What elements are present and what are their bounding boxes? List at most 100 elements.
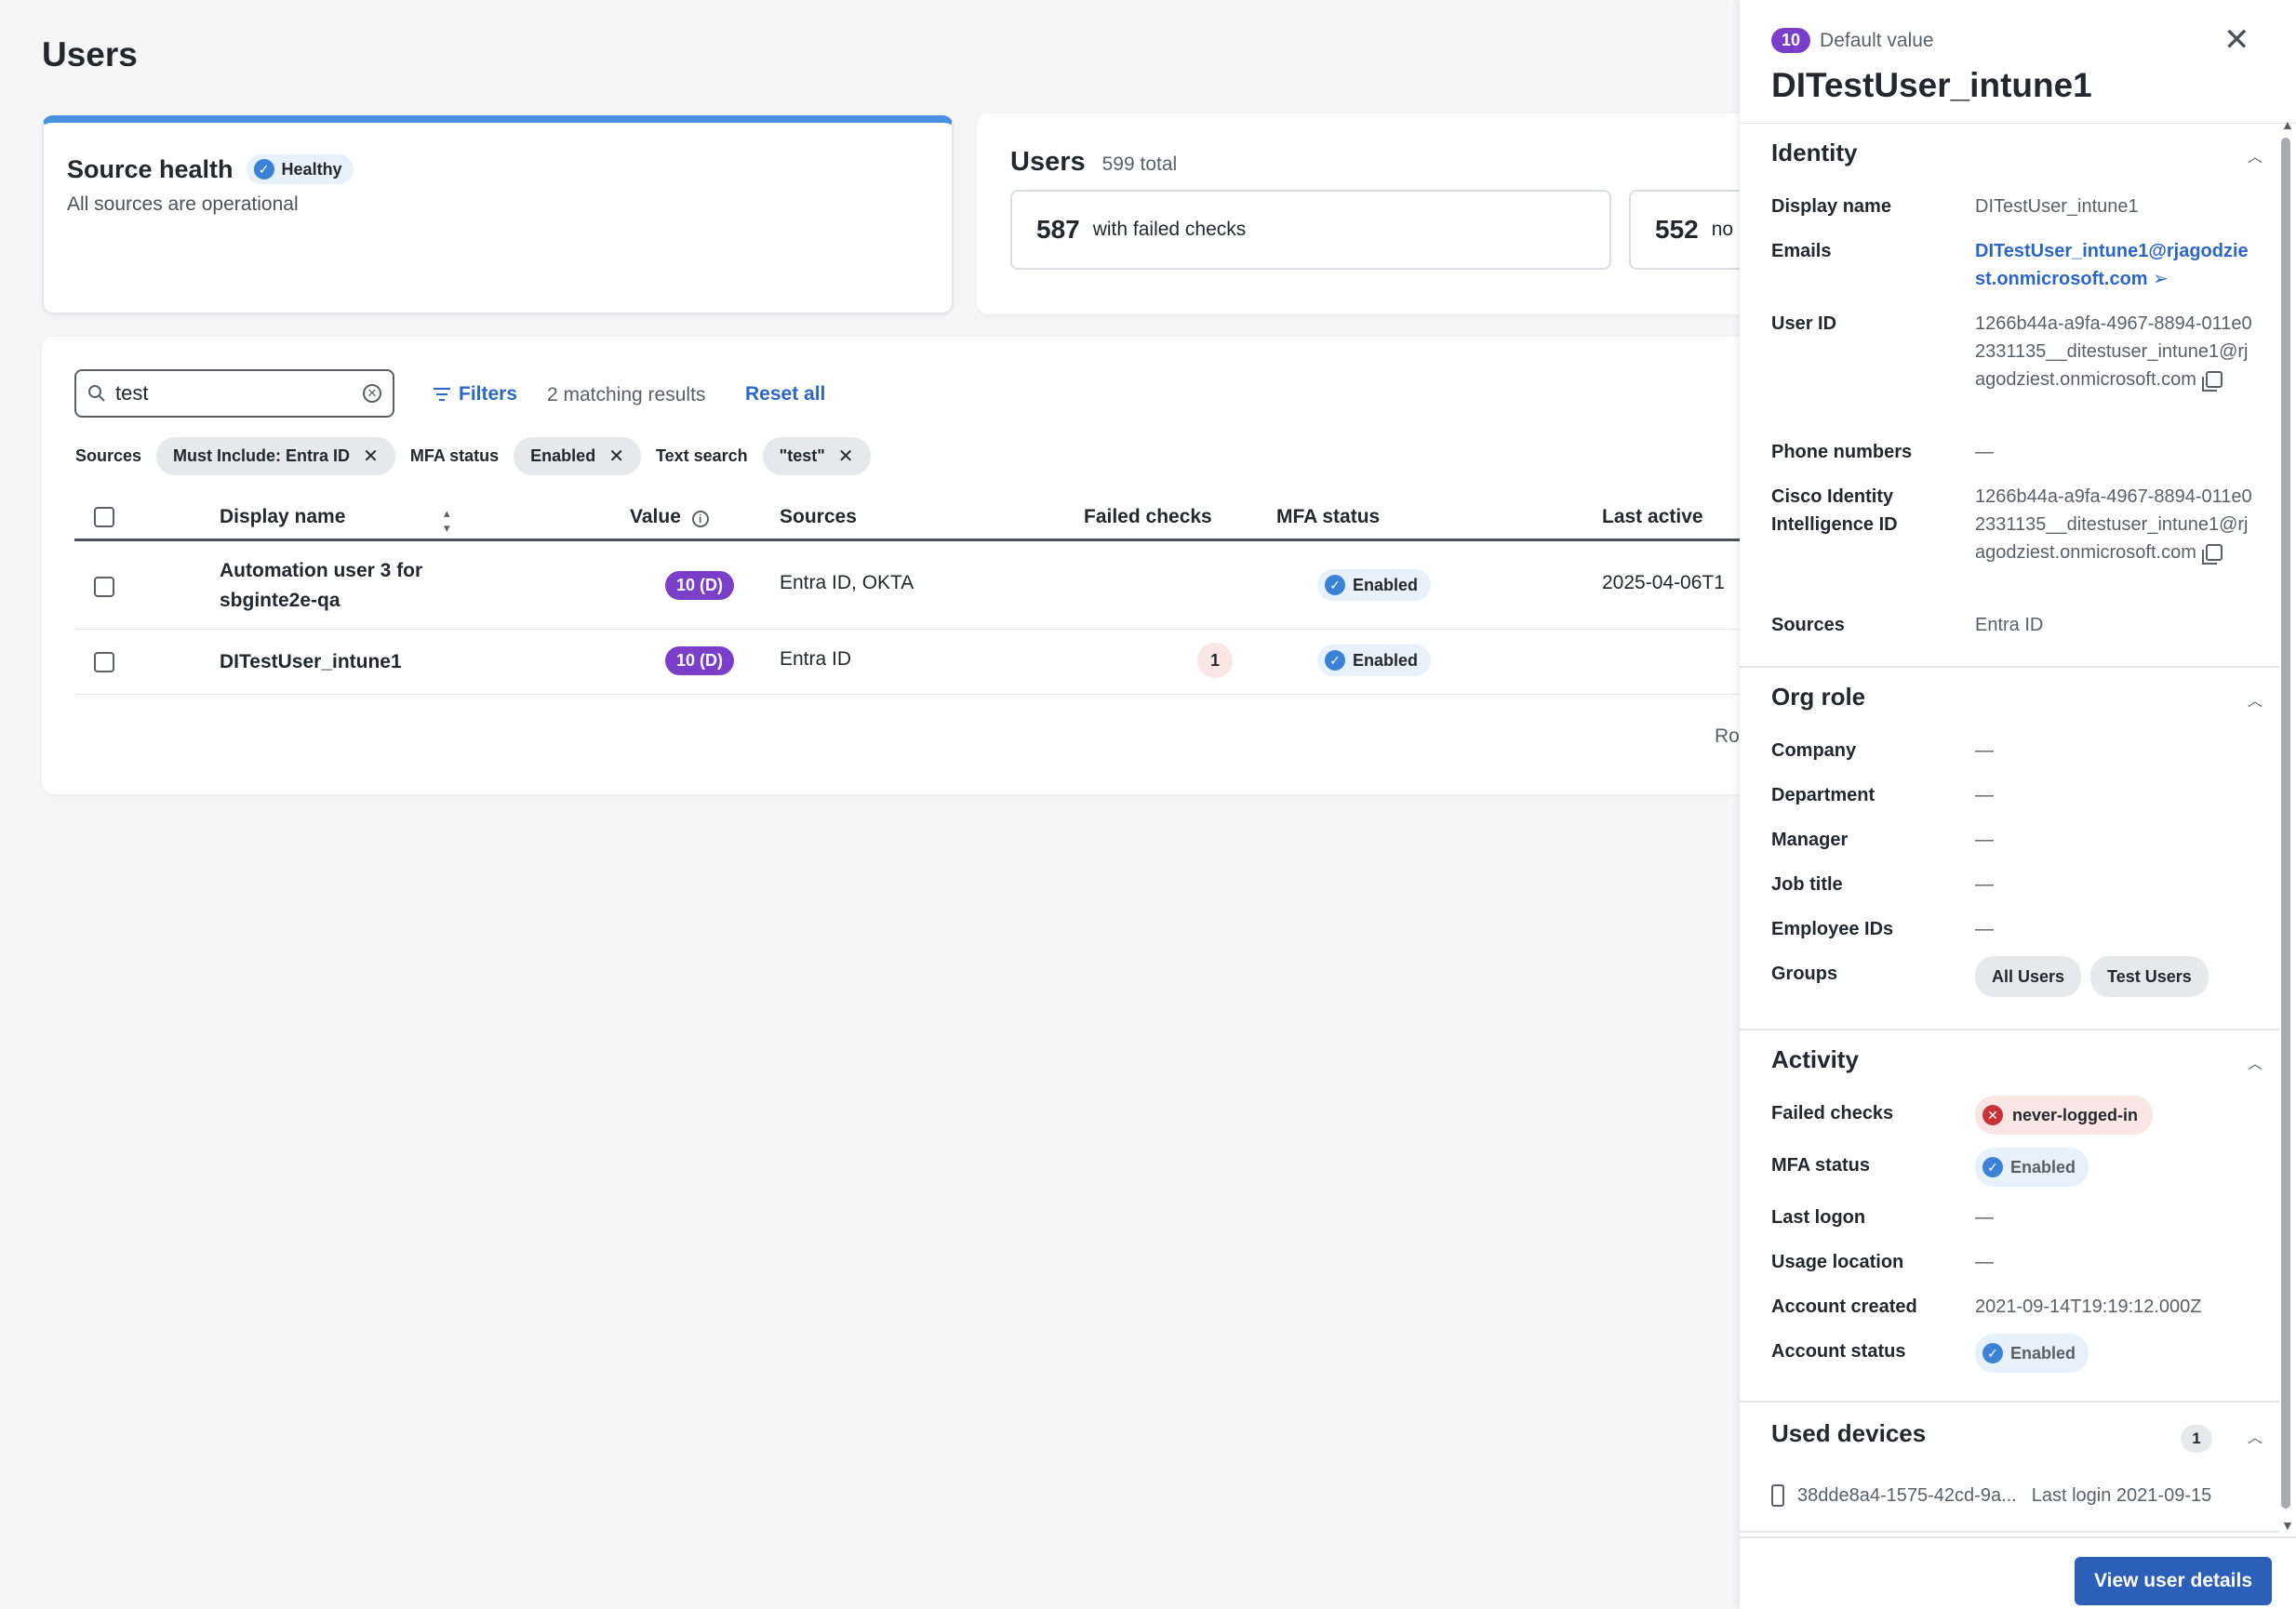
user-details-drawer: 10 Default value DITestUser_intune1 ✕ Id… <box>1740 0 2296 1609</box>
filter-chip-sources[interactable]: Must Include: Entra ID ✕ <box>156 437 395 475</box>
source-health-title: Source health <box>67 154 234 183</box>
manager-value: — <box>1975 830 1994 850</box>
close-icon[interactable]: ✕ <box>2223 22 2250 58</box>
copy-icon[interactable] <box>2201 544 2223 565</box>
table-row[interactable]: Automation user 3 for sbginte2e-qa 10 (D… <box>74 541 1814 630</box>
filter-icon <box>434 388 450 401</box>
value-badge: 10 <box>1771 28 1811 53</box>
group-chip[interactable]: All Users <box>1975 956 2082 997</box>
phone-numbers-label: Phone numbers <box>1771 442 1913 462</box>
users-table-card: test ✕ Filters 2 matching results Reset … <box>42 337 1814 794</box>
last-logon-label: Last logon <box>1771 1207 1866 1228</box>
source-health-card: Source health ✓ Healthy All sources are … <box>42 115 954 314</box>
scroll-up-icon[interactable]: ▲ <box>2281 117 2294 132</box>
col-failed-checks: Failed checks <box>1084 506 1212 527</box>
section-title[interactable]: Org role <box>1771 683 1866 711</box>
group-chip[interactable]: Test Users <box>2090 956 2209 997</box>
company-value: — <box>1975 740 1994 761</box>
sources-value: Entra ID <box>1975 615 2044 635</box>
job-title-value: — <box>1975 874 1994 895</box>
users-summary-title: Users <box>1010 147 1086 177</box>
failed-checks-value: ✕ never-logged-in <box>1975 1096 2254 1135</box>
col-label: Value <box>630 506 681 527</box>
employee-ids-value: — <box>1975 919 1994 939</box>
col-last-active: Last active <box>1602 506 1703 527</box>
divider <box>1740 123 2296 124</box>
section-title[interactable]: Activity <box>1771 1045 1859 1073</box>
department-label: Department <box>1771 785 1876 805</box>
identity-section: Identity ︿ Display name DITestUser_intun… <box>1740 124 2279 668</box>
stat-label: no <box>1711 219 1734 240</box>
filters-label: Filters <box>459 383 518 405</box>
remove-filter-icon[interactable]: ✕ <box>837 446 854 467</box>
check-circle-icon: ✓ <box>1325 650 1345 671</box>
company-label: Company <box>1771 740 1857 761</box>
drawer-scroll-area[interactable]: Identity ︿ Display name DITestUser_intun… <box>1740 124 2279 1537</box>
chevron-up-icon[interactable]: ︿ <box>2248 150 2263 166</box>
matching-results: 2 matching results <box>547 384 706 406</box>
filter-label-mfa: MFA status <box>409 446 500 465</box>
users-total: 599 total <box>1101 153 1178 175</box>
row-checkbox[interactable] <box>94 652 114 672</box>
copy-icon[interactable] <box>2201 371 2223 392</box>
col-display-name[interactable]: Display name <box>220 506 345 528</box>
user-id-value: 1266b44a-a9fa-4967-8894-011e02331135__di… <box>1975 310 2254 393</box>
user-name-link[interactable]: DITestUser_intune1 <box>220 651 402 672</box>
user-id-text: 1266b44a-a9fa-4967-8894-011e02331135__di… <box>1975 313 2252 390</box>
account-created-label: Account created <box>1771 1297 1917 1317</box>
filter-chip-text-search[interactable]: "test" ✕ <box>762 437 871 475</box>
section-title[interactable]: Identity <box>1771 139 1858 166</box>
filter-chip-value: Enabled <box>530 446 596 465</box>
value-badge: 10 (D) <box>665 646 735 675</box>
sort-icon[interactable]: ▴ ▾ <box>444 506 450 535</box>
search-input[interactable]: test ✕ <box>74 369 394 418</box>
info-icon[interactable]: i <box>691 511 709 527</box>
value-badge-label: 10 (D) <box>665 646 735 675</box>
remove-filter-icon[interactable]: ✕ <box>363 446 379 467</box>
chevron-up-icon[interactable]: ︿ <box>2248 1057 2263 1072</box>
table-row[interactable]: DITestUser_intune1 10 (D) Entra ID 1 ✓ En… <box>74 630 1814 695</box>
stat-failed-checks[interactable]: 587 with failed checks <box>1010 190 1611 270</box>
filters-button[interactable]: Filters <box>433 383 517 406</box>
drawer-title: DITestUser_intune1 <box>1771 66 2092 104</box>
used-devices-section: Used devices 1 ︿ 38dde8a4-1575-42cd-9a..… <box>1740 1403 2279 1533</box>
send-icon[interactable]: ➢ <box>2153 269 2169 289</box>
email-link[interactable]: DITestUser_intune1@rjagodziest.onmicroso… <box>1975 237 2254 293</box>
row-checkbox[interactable] <box>94 577 114 597</box>
device-id: 38dde8a4-1575-42cd-9a... <box>1797 1484 2017 1506</box>
cisco-id-label: Cisco Identity Intelligence ID <box>1771 486 1898 535</box>
table-header: Display name ▴ ▾ Value i Sources Failed c… <box>74 493 1814 541</box>
row-sources: Entra ID <box>780 648 852 670</box>
value-badge: 10 (D) <box>665 571 735 600</box>
active-filters: Sources Must Include: Entra ID ✕ MFA sta… <box>75 437 871 475</box>
drawer-scrollbar-thumb[interactable] <box>2281 138 2290 1509</box>
chevron-up-icon[interactable]: ︿ <box>2248 1430 2263 1446</box>
account-status-label: Account status <box>1771 1341 1906 1362</box>
chevron-up-icon[interactable]: ︿ <box>2248 694 2263 710</box>
filter-label-sources: Sources <box>75 446 142 465</box>
device-last-login: Last login 2021-09-15 <box>2031 1484 2212 1506</box>
section-title[interactable]: Used devices <box>1771 1419 1927 1447</box>
remove-filter-icon[interactable]: ✕ <box>608 446 624 467</box>
job-title-label: Job title <box>1771 874 1843 895</box>
view-user-details-button[interactable]: View user details <box>2075 1557 2272 1605</box>
user-id-label: User ID <box>1771 313 1837 334</box>
select-all-checkbox[interactable] <box>94 507 114 527</box>
email-value: DITestUser_intune1@rjagodziest.onmicroso… <box>1975 241 2249 289</box>
row-sources: Entra ID, OKTA <box>780 572 914 593</box>
drawer-footer: View user details <box>1740 1536 2296 1609</box>
search-icon <box>88 385 105 402</box>
filter-label-text-search: Text search <box>655 446 748 465</box>
display-name-label: Display name <box>1771 196 1891 217</box>
user-name-link[interactable]: Automation user 3 for sbginte2e-qa <box>220 560 423 611</box>
scroll-down-icon[interactable]: ▼ <box>2281 1518 2294 1533</box>
mfa-status-label: MFA status <box>1771 1155 1870 1176</box>
stat-number: 587 <box>1036 215 1080 244</box>
clear-search-icon[interactable]: ✕ <box>363 384 381 403</box>
employee-ids-label: Employee IDs <box>1771 919 1894 939</box>
check-circle-icon: ✓ <box>1982 1157 2003 1177</box>
stat-number: 552 <box>1655 215 1699 244</box>
filter-chip-mfa[interactable]: Enabled ✕ <box>514 437 641 475</box>
reset-all-link[interactable]: Reset all <box>745 383 826 405</box>
device-row[interactable]: 38dde8a4-1575-42cd-9a... Last login 2021… <box>1771 1484 2211 1507</box>
